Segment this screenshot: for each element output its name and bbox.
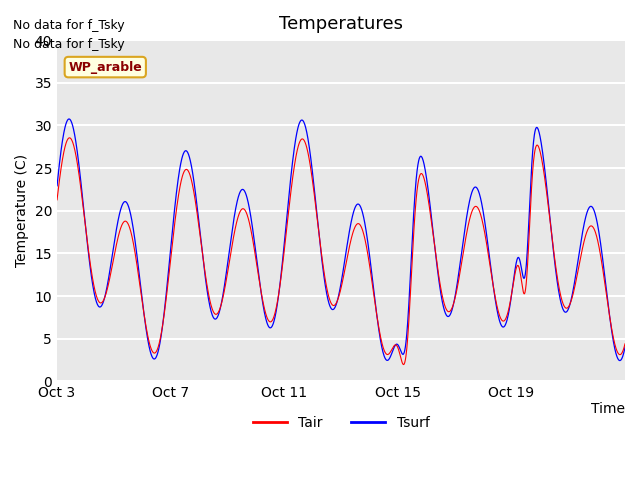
X-axis label: Time: Time (591, 402, 625, 416)
Text: WP_arable: WP_arable (68, 60, 142, 73)
Text: No data for f_Tsky: No data for f_Tsky (13, 19, 124, 32)
Text: No data for f_Tsky: No data for f_Tsky (13, 38, 124, 51)
Y-axis label: Temperature (C): Temperature (C) (15, 154, 29, 267)
Legend: Tair, Tsurf: Tair, Tsurf (247, 411, 435, 436)
Title: Temperatures: Temperatures (279, 15, 403, 33)
